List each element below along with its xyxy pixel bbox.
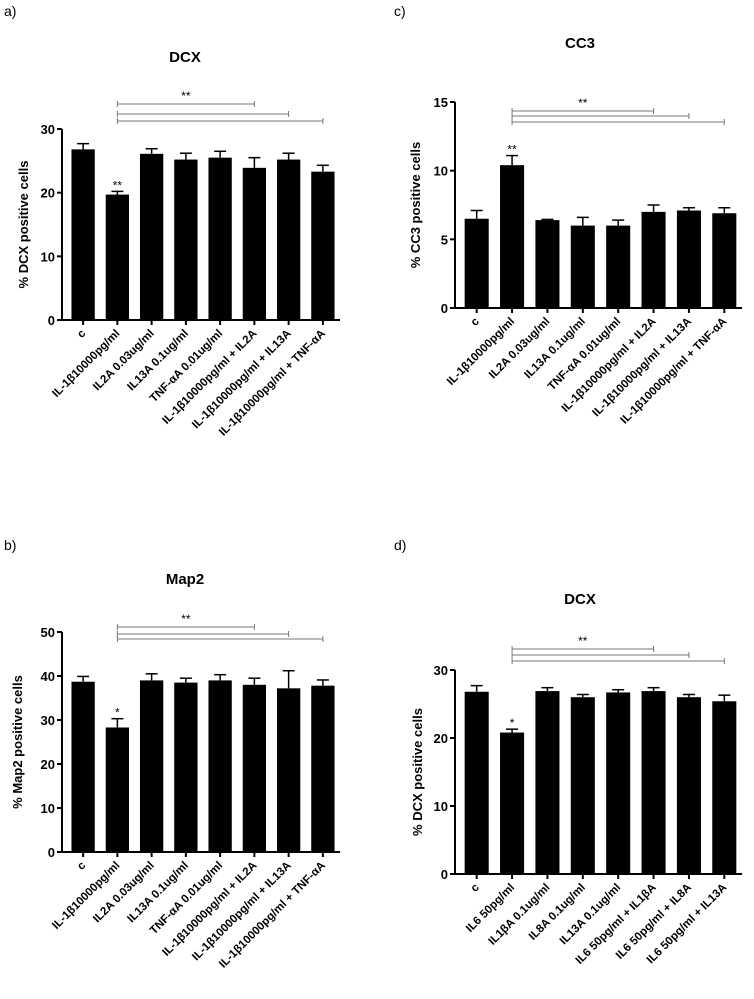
x-tick-label: c: [75, 859, 88, 872]
bar: [276, 688, 301, 852]
y-tick-label: 10: [434, 164, 448, 179]
x-tick-label: IL13A 0.1ug/ml: [558, 882, 624, 948]
x-tick-label: IL13A 0.1ug/ml: [125, 860, 191, 926]
bar: [242, 167, 267, 320]
panel-label: d): [394, 537, 406, 553]
y-tick-label: 10: [41, 249, 55, 264]
bar: [464, 218, 489, 308]
y-tick-label: 40: [41, 669, 55, 684]
comparison-significance-label: **: [578, 634, 588, 648]
bar: [276, 159, 301, 320]
significance-marker: *: [115, 706, 120, 720]
y-tick-label: 20: [41, 757, 55, 772]
chart-title: CC3: [565, 35, 595, 52]
bar: [570, 225, 595, 308]
bar: [139, 153, 164, 320]
y-tick-label: 0: [441, 301, 448, 316]
comparison-significance-label: **: [181, 89, 191, 103]
chart-title: DCX: [169, 49, 201, 66]
bar: [712, 701, 737, 874]
bar: [676, 697, 701, 874]
bar: [500, 732, 525, 874]
y-axis-label: % Map2 positive cells: [10, 675, 25, 809]
y-tick-label: 5: [441, 232, 448, 247]
bar: [535, 220, 560, 308]
bar: [464, 691, 489, 874]
x-tick-label: IL2A 0.03ug/ml: [91, 860, 157, 926]
chart-panel-2: b)Map2% Map2 positive cells01020304050cI…: [4, 537, 340, 970]
chart-panel-1: c) CC3 % CC3 positive cells 0 5 10 15 cIL-1β100…: [394, 3, 742, 426]
x-tick-label: IL1βA 0.1ug/ml: [487, 882, 553, 948]
significance-marker: **: [113, 178, 123, 192]
y-tick-label: 30: [434, 663, 448, 678]
x-tick-label: c: [469, 881, 482, 894]
bar: [242, 684, 267, 852]
y-axis-label: % DCX positive cells: [16, 161, 31, 289]
bar: [641, 691, 666, 874]
x-tick-label: IL-1β10000pg/ml: [445, 316, 517, 388]
bar: [500, 165, 525, 308]
chart-title: DCX: [564, 591, 596, 608]
bar: [174, 682, 198, 852]
comparison-significance-label: **: [181, 612, 191, 626]
x-tick-label: IL13A 0.1ug/ml: [125, 328, 191, 394]
y-tick-label: 50: [41, 625, 55, 640]
panel-label: c): [394, 3, 406, 19]
bar: [311, 171, 335, 320]
bar: [208, 680, 232, 852]
bar: [606, 692, 631, 874]
chart-title: Map2: [166, 571, 204, 588]
bar: [535, 691, 560, 874]
bar: [208, 157, 232, 320]
bar: [570, 697, 595, 874]
x-tick-label: c: [75, 327, 88, 340]
y-tick-label: 20: [434, 731, 448, 746]
bar: [71, 681, 95, 852]
significance-marker: **: [507, 143, 517, 157]
bar: [105, 194, 130, 320]
x-tick-label: IL2A 0.03ug/ml: [487, 316, 553, 382]
bar: [174, 159, 198, 320]
bar: [139, 680, 164, 852]
bar: [641, 211, 666, 308]
y-tick-label: 30: [41, 122, 55, 137]
y-tick-label: 10: [41, 801, 55, 816]
y-tick-label: 0: [48, 313, 55, 328]
bar: [105, 727, 130, 852]
y-tick-label: 0: [48, 845, 55, 860]
x-tick-label: IL13A 0.1ug/ml: [522, 316, 588, 382]
chart-panel-0: a)DCX% DCX positive cells0102030cIL-1β10…: [4, 3, 340, 438]
comparison-significance-label: **: [578, 96, 588, 110]
bar: [712, 213, 737, 308]
x-tick-label: c: [469, 315, 482, 328]
y-tick-label: 30: [41, 713, 55, 728]
panel-label: b): [4, 537, 16, 553]
bar: [71, 149, 95, 320]
y-tick-label: 10: [434, 799, 448, 814]
y-tick-label: 0: [441, 867, 448, 882]
bar: [311, 685, 335, 852]
bar: [676, 210, 701, 308]
y-axis-label: % DCX positive cells: [410, 708, 425, 836]
significance-marker: *: [510, 716, 515, 730]
y-tick-label: 20: [41, 186, 55, 201]
panel-label: a): [4, 3, 16, 19]
x-tick-label: IL2A 0.03ug/ml: [91, 328, 157, 394]
y-tick-label: 15: [434, 95, 448, 110]
y-axis-label: % CC3 positive cells: [408, 142, 423, 268]
bar: [606, 225, 631, 308]
